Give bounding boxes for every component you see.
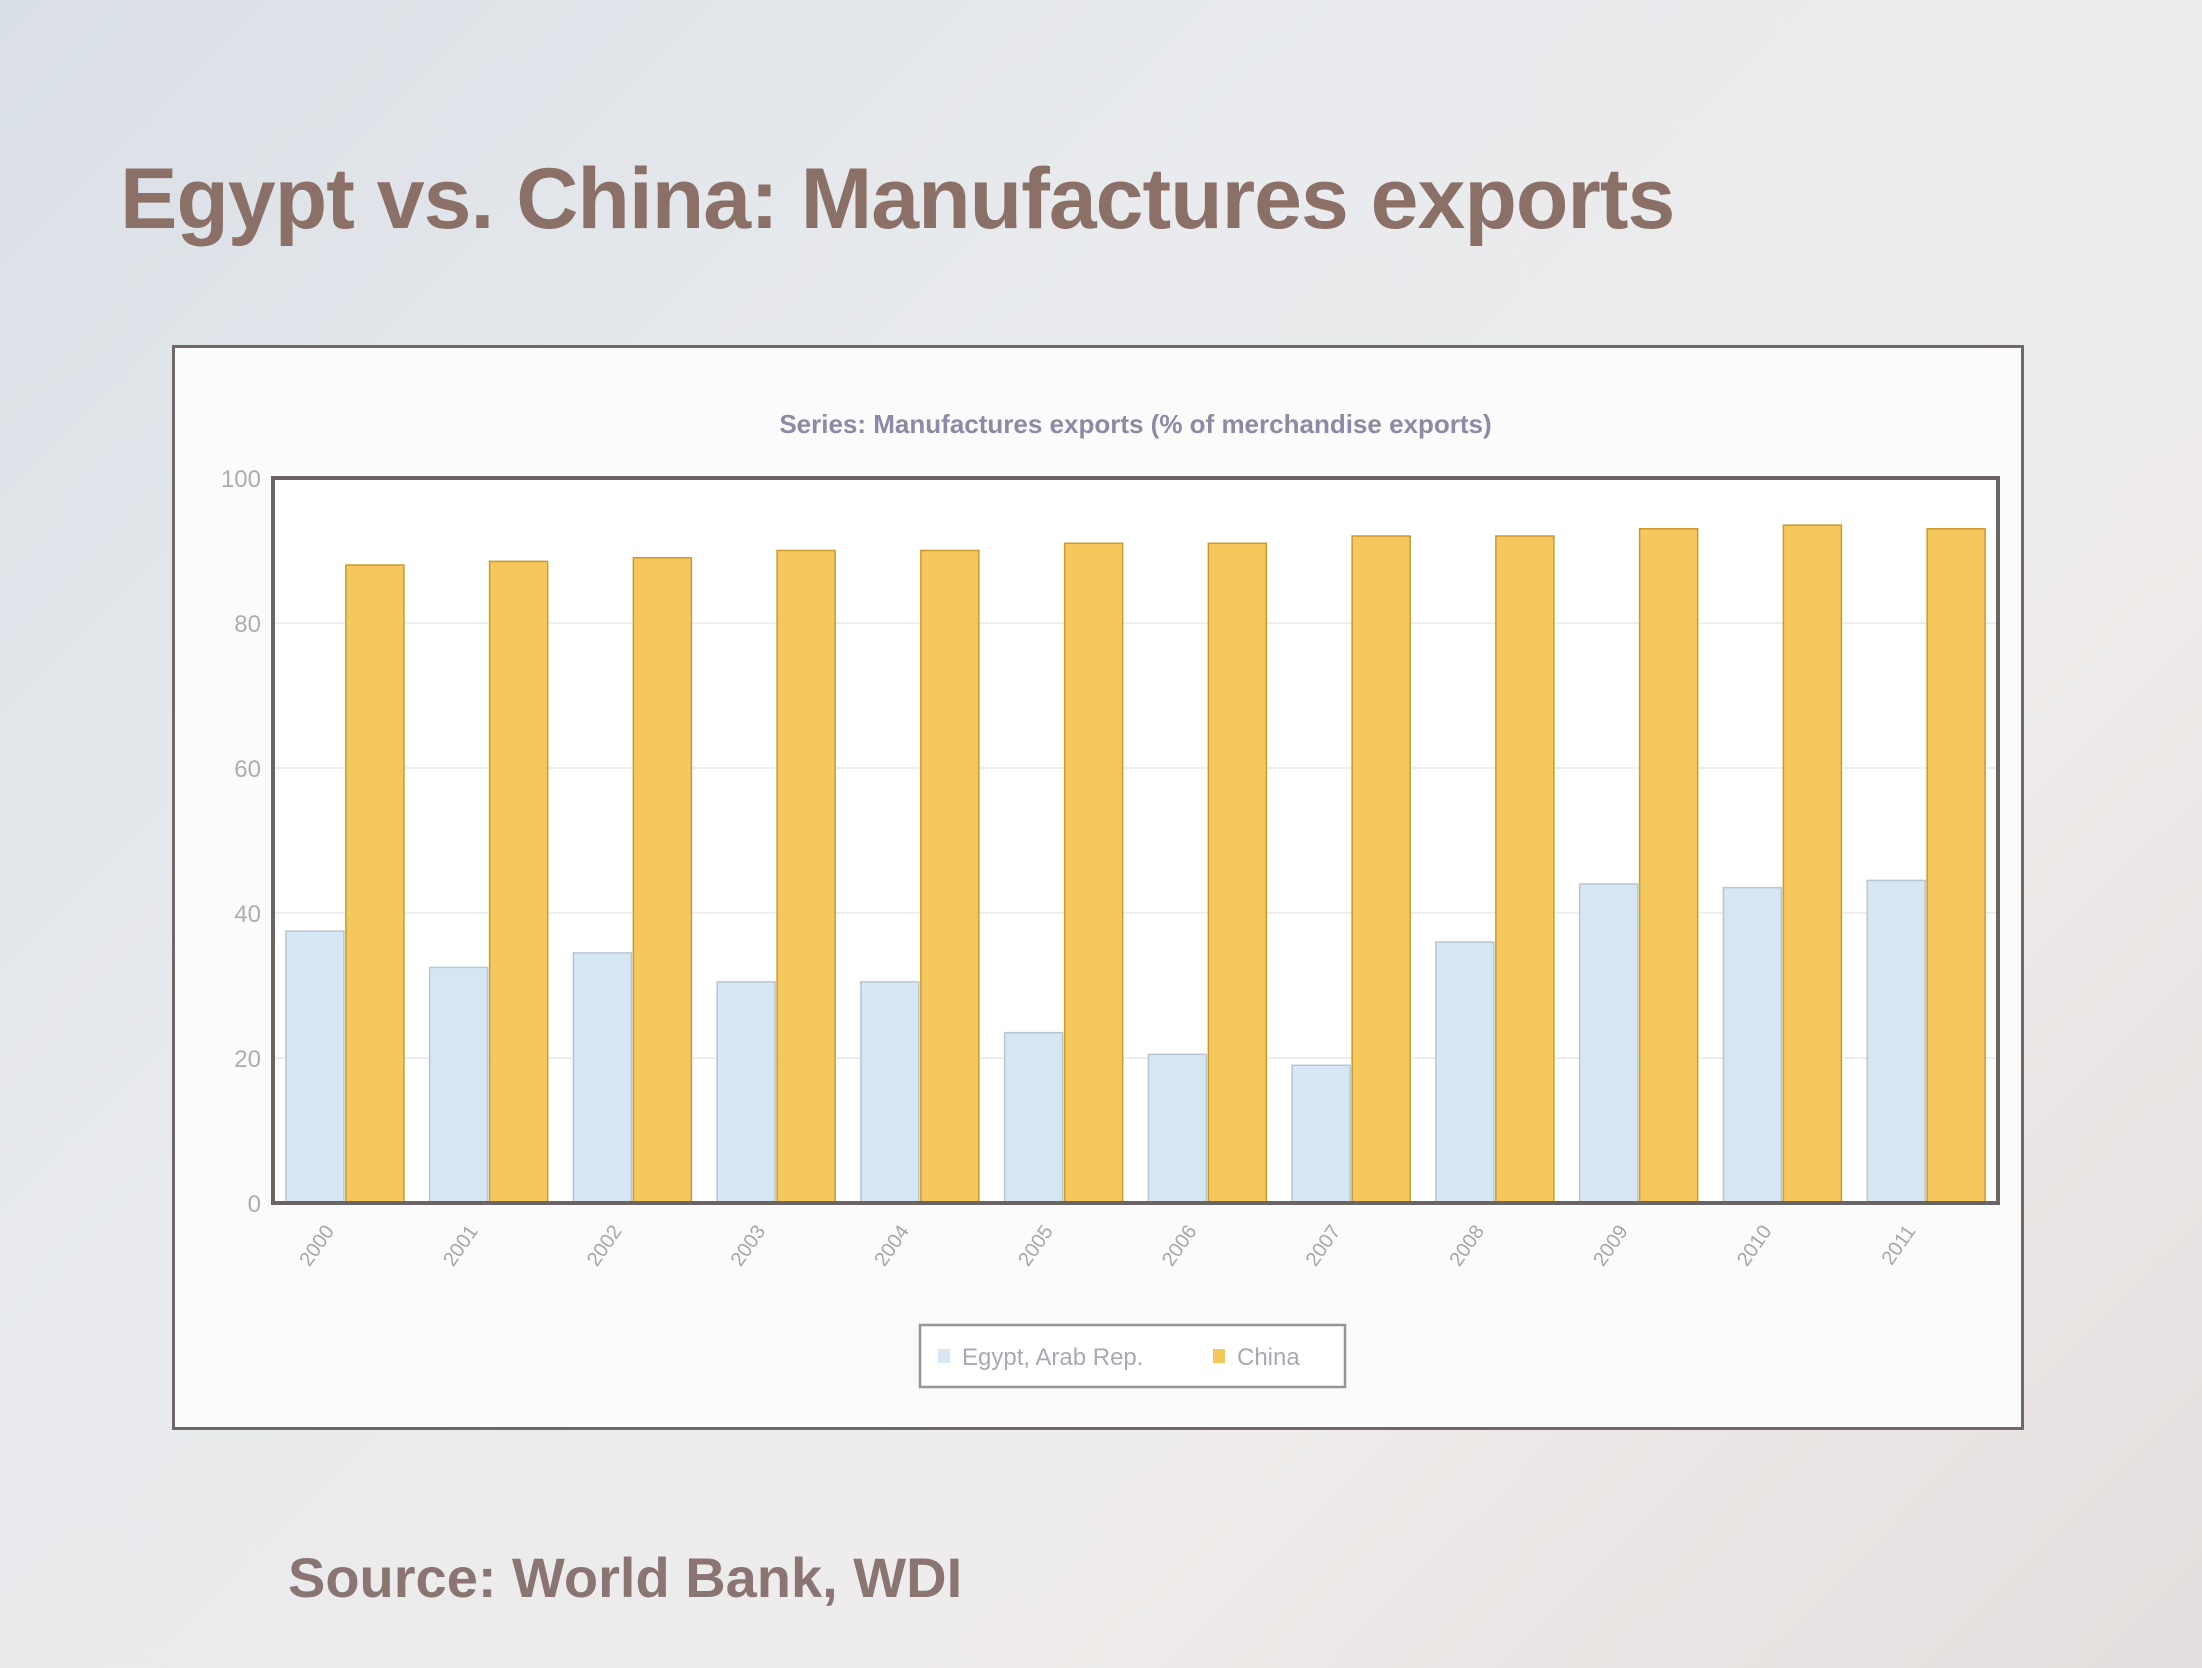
bar-egypt-2010 (1722, 886, 1783, 1204)
bar-china-2000 (345, 564, 405, 1204)
legend-label-china: China (1237, 1344, 1300, 1371)
legend-label-egypt: Egypt, Arab Rep. (962, 1344, 1143, 1371)
bar-egypt-2007 (1291, 1064, 1351, 1204)
bar-china-2005 (1063, 542, 1124, 1204)
x-tick-label: 2010 (1733, 1221, 1777, 1270)
bar-china-2010 (1782, 524, 1843, 1204)
chart-frame: Series: Manufactures exports (% of merch… (172, 345, 2024, 1430)
plot-border (271, 476, 2000, 1205)
bar-egypt-2004 (860, 981, 920, 1204)
source-note: Source: World Bank, WDI (288, 1546, 963, 1609)
legend-swatch-egypt (938, 1349, 950, 1363)
bar-china-2006 (1207, 542, 1268, 1204)
bar-egypt-2006 (1147, 1053, 1208, 1204)
bar-china-2003 (776, 549, 836, 1204)
y-tick-label: 20 (234, 1046, 261, 1073)
bar-china-2008 (1495, 535, 1555, 1204)
bar-egypt-2003 (716, 981, 776, 1204)
bar-egypt-2009 (1578, 883, 1639, 1204)
bar-china-2001 (488, 560, 549, 1204)
x-tick-label: 2008 (1445, 1221, 1489, 1270)
bar-egypt-2001 (428, 966, 489, 1204)
x-tick-label: 2001 (439, 1221, 483, 1270)
y-tick-label: 0 (248, 1191, 261, 1218)
x-tick-label: 2002 (583, 1221, 627, 1270)
x-tick-label: 2007 (1302, 1221, 1346, 1270)
plot-area (273, 478, 1998, 1203)
bar-chart: Series: Manufactures exports (% of merch… (221, 409, 2000, 1389)
x-tick-label: 2000 (295, 1221, 339, 1270)
bar-china-2002 (632, 557, 693, 1204)
bar-egypt-2002 (572, 952, 633, 1204)
y-tick-label: 100 (221, 466, 261, 493)
slide-title: Egypt vs. China: Manufactures exports (120, 151, 1675, 247)
bar-egypt-2000 (285, 930, 345, 1204)
bar-china-2009 (1638, 528, 1699, 1204)
legend-box (918, 1323, 1347, 1389)
y-tick-label: 80 (234, 611, 261, 638)
legend-swatch-china (1213, 1349, 1225, 1363)
x-tick-label: 2003 (727, 1221, 771, 1270)
bar-egypt-2008 (1435, 941, 1495, 1204)
chart-title: Series: Manufactures exports (% of merch… (779, 409, 1491, 439)
x-tick-label: 2005 (1014, 1221, 1058, 1270)
x-tick-label: 2004 (870, 1221, 914, 1270)
bar-china-2011 (1926, 528, 1986, 1204)
y-tick-label: 40 (234, 901, 261, 928)
bar-egypt-2005 (1003, 1031, 1064, 1204)
y-tick-label: 60 (234, 756, 261, 783)
bar-egypt-2011 (1866, 879, 1926, 1204)
bar-china-2007 (1351, 535, 1411, 1204)
bar-china-2004 (920, 549, 980, 1204)
x-tick-label: 2009 (1589, 1221, 1633, 1270)
x-tick-label: 2006 (1158, 1221, 1202, 1270)
x-tick-label: 2011 (1878, 1221, 1921, 1269)
